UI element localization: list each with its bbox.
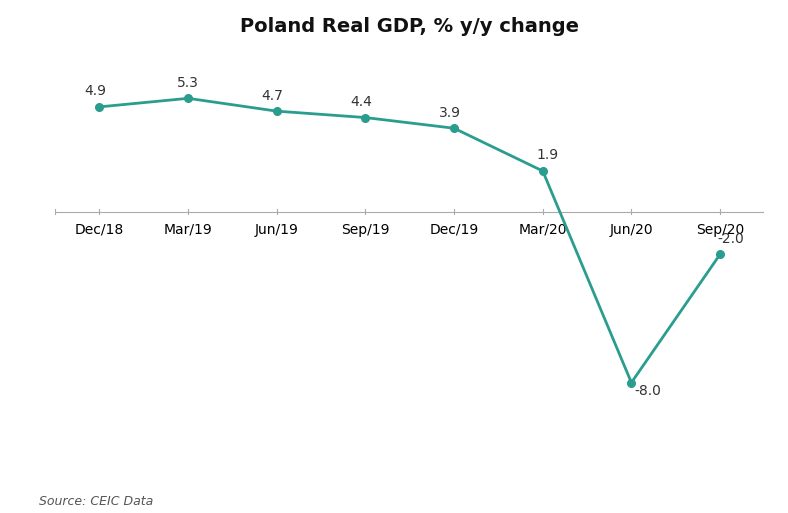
Text: 4.9: 4.9 bbox=[84, 84, 106, 98]
Text: 4.7: 4.7 bbox=[262, 89, 284, 103]
Text: 5.3: 5.3 bbox=[177, 76, 199, 90]
Text: Source: CEIC Data: Source: CEIC Data bbox=[39, 495, 154, 508]
Text: 1.9: 1.9 bbox=[536, 148, 558, 163]
Text: -8.0: -8.0 bbox=[634, 384, 661, 398]
Text: 3.9: 3.9 bbox=[439, 106, 461, 120]
Title: Poland Real GDP, % y/y change: Poland Real GDP, % y/y change bbox=[240, 17, 579, 36]
Text: -2.0: -2.0 bbox=[717, 232, 744, 246]
Text: 4.4: 4.4 bbox=[350, 95, 372, 109]
